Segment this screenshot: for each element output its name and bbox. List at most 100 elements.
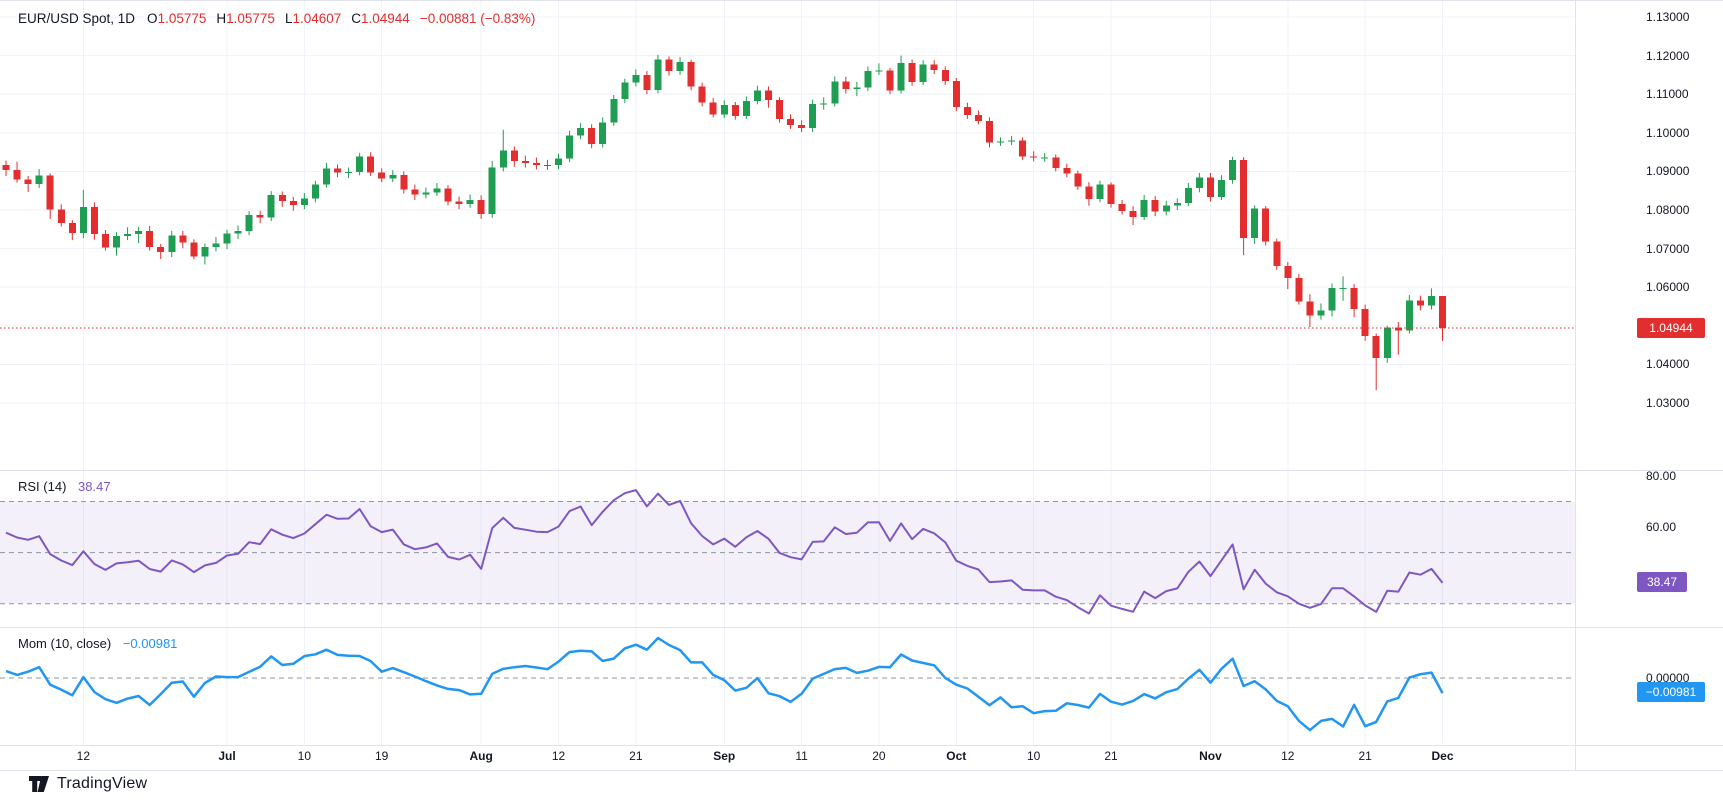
candle-down[interactable] (908, 62, 916, 82)
candle-down[interactable] (1350, 287, 1358, 310)
candle-down[interactable] (2, 165, 10, 171)
candle-down[interactable] (1273, 241, 1281, 266)
candle-down[interactable] (378, 172, 386, 179)
candle-down[interactable] (46, 175, 54, 210)
candle-down[interactable] (477, 199, 485, 215)
candle-down[interactable] (1284, 265, 1292, 278)
candle-up[interactable] (1427, 296, 1435, 306)
candle-down[interactable] (1052, 157, 1060, 168)
candle-down[interactable] (289, 201, 297, 205)
candle-down[interactable] (411, 189, 419, 195)
candle-down[interactable] (1295, 277, 1303, 302)
candle-up[interactable] (1041, 157, 1049, 159)
candle-down[interactable] (1030, 156, 1038, 158)
candle-down[interactable] (400, 174, 408, 190)
candle-down[interactable] (157, 247, 165, 253)
candle-up[interactable] (1405, 300, 1413, 331)
candle-up[interactable] (1229, 159, 1237, 180)
candle-down[interactable] (179, 235, 187, 243)
candle-down[interactable] (698, 86, 706, 103)
candle-down[interactable] (886, 70, 894, 91)
candle-down[interactable] (941, 69, 949, 82)
candle-up[interactable] (1184, 187, 1192, 204)
candle-down[interactable] (665, 59, 673, 72)
rsi-indicator-label[interactable]: RSI (14) 38.47 (18, 479, 111, 494)
candle-up[interactable] (919, 64, 927, 82)
candle-down[interactable] (68, 223, 76, 234)
candle-up[interactable] (322, 168, 330, 185)
candle-down[interactable] (256, 215, 264, 218)
candle-down[interactable] (1306, 301, 1314, 316)
candle-up[interactable] (831, 81, 839, 104)
candle-up[interactable] (610, 99, 618, 123)
candle-up[interactable] (499, 150, 507, 168)
candle-down[interactable] (24, 179, 32, 184)
candle-down[interactable] (444, 188, 452, 202)
candle-up[interactable] (168, 235, 176, 253)
candle-up[interactable] (212, 243, 220, 248)
candle-down[interactable] (985, 120, 993, 143)
candle-down[interactable] (510, 150, 518, 161)
candle-up[interactable] (223, 233, 231, 244)
candle-up[interactable] (997, 141, 1004, 143)
candle-up[interactable] (853, 87, 861, 90)
candle-down[interactable] (455, 201, 463, 205)
candle-down[interactable] (842, 81, 850, 90)
candle-up[interactable] (577, 127, 585, 136)
candle-down[interactable] (787, 118, 795, 126)
candle-up[interactable] (124, 233, 132, 236)
candle-down[interactable] (1074, 173, 1082, 187)
candle-up[interactable] (566, 135, 574, 159)
candle-up[interactable] (466, 199, 474, 205)
candle-up[interactable] (1162, 205, 1170, 212)
candle-up[interactable] (311, 184, 319, 199)
candle-down[interactable] (1262, 208, 1270, 242)
mom-line[interactable] (5, 636, 1444, 732)
candle-down[interactable] (1394, 327, 1402, 331)
candle-up[interactable] (1328, 287, 1336, 311)
candle-down[interactable] (521, 160, 529, 163)
candle-up[interactable] (1096, 184, 1104, 200)
tradingview-logo[interactable]: TradingView (28, 775, 147, 793)
candle-up[interactable] (1195, 177, 1203, 188)
candle-up[interactable] (720, 105, 728, 115)
candle-up[interactable] (488, 167, 496, 215)
candle-down[interactable] (952, 81, 960, 107)
candle-down[interactable] (532, 162, 540, 165)
candle-up[interactable] (234, 231, 242, 234)
candle-up[interactable] (245, 215, 253, 232)
candle-down[interactable] (1085, 186, 1093, 200)
candle-up[interactable] (389, 174, 397, 179)
candle-up[interactable] (809, 104, 817, 129)
candle-down[interactable] (1063, 167, 1071, 174)
candle-up[interactable] (1317, 310, 1325, 316)
candle-up[interactable] (35, 175, 43, 184)
candle-up[interactable] (742, 100, 750, 116)
rsi-line[interactable] (5, 489, 1444, 615)
candle-down[interactable] (13, 170, 21, 180)
candle-down[interactable] (963, 106, 971, 116)
candle-up[interactable] (201, 247, 209, 257)
candle-down[interactable] (974, 115, 982, 121)
candle-up[interactable] (422, 192, 430, 195)
candle-down[interactable] (101, 233, 109, 248)
candle-up[interactable] (300, 198, 308, 205)
candle-up[interactable] (356, 156, 364, 173)
candle-down[interactable] (1361, 309, 1369, 336)
candle-up[interactable] (113, 235, 120, 248)
candle-up[interactable] (676, 61, 684, 72)
candle-up[interactable] (632, 74, 640, 83)
chart-legend[interactable]: EUR/USD Spot, 1D O1.05775 H1.05775 L1.04607… (18, 11, 535, 26)
candle-up[interactable] (1173, 203, 1181, 206)
candle-down[interactable] (1240, 159, 1248, 239)
candle-up[interactable] (1383, 327, 1391, 358)
candle-up[interactable] (654, 59, 662, 90)
candle-up[interactable] (820, 103, 828, 105)
candle-down[interactable] (278, 194, 286, 202)
candle-up[interactable] (753, 90, 761, 101)
candle-up[interactable] (135, 231, 143, 234)
candle-down[interactable] (764, 90, 772, 100)
candle-up[interactable] (1218, 179, 1225, 197)
candle-down[interactable] (930, 64, 938, 70)
